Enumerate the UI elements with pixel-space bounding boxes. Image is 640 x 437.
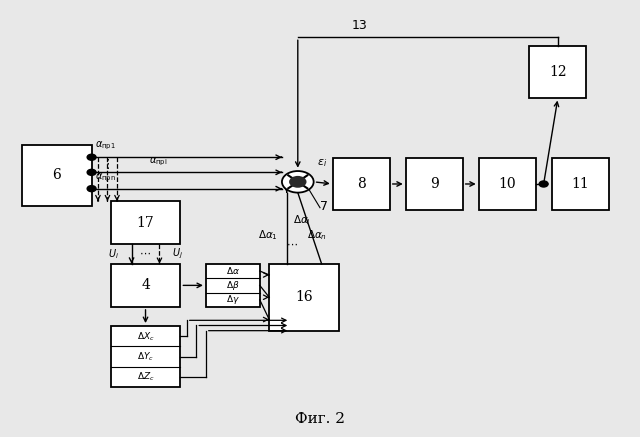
Text: $\Delta\alpha_n$: $\Delta\alpha_n$ [307,228,327,242]
Text: 17: 17 [137,216,154,230]
Text: ⋮: ⋮ [101,158,114,171]
Text: $\Delta Y_c$: $\Delta Y_c$ [137,350,154,363]
Text: $\alpha_{\rmп рn}$: $\alpha_{\rmп рn}$ [95,172,116,184]
Text: $\Delta X_c$: $\Delta X_c$ [137,330,154,343]
Bar [111,201,180,244]
Text: $U_j$: $U_j$ [172,247,183,261]
Circle shape [87,154,96,160]
Bar [22,145,92,205]
Circle shape [87,186,96,192]
Text: 9: 9 [430,177,438,191]
Text: 10: 10 [499,177,516,191]
Bar [111,326,180,387]
Circle shape [282,171,314,193]
Text: $\Delta\gamma$: $\Delta\gamma$ [226,293,240,306]
Bar [111,264,180,307]
Bar [206,264,260,307]
Text: Фиг. 2: Фиг. 2 [295,412,345,426]
Bar [269,264,339,331]
Circle shape [87,169,96,175]
Text: 13: 13 [352,19,367,31]
Text: ⋯: ⋯ [140,249,151,259]
Text: 6: 6 [52,168,61,182]
Bar [406,158,463,210]
Text: 16: 16 [295,290,313,304]
Text: $\Delta\alpha$: $\Delta\alpha$ [226,266,240,277]
Text: $\Delta Z_c$: $\Delta Z_c$ [137,371,154,383]
Text: $\Delta\beta$: $\Delta\beta$ [226,279,239,292]
Text: $\Delta\alpha_i$: $\Delta\alpha_i$ [293,213,311,227]
Bar [333,158,390,210]
Text: $U_i$: $U_i$ [108,247,119,261]
Bar [479,158,536,210]
Circle shape [540,181,548,187]
Text: $\varepsilon_i$: $\varepsilon_i$ [317,157,327,169]
Bar [552,158,609,210]
Circle shape [289,176,307,188]
Text: $\alpha_{\rmп р1}$: $\alpha_{\rmп р1}$ [95,140,116,152]
Text: 8: 8 [357,177,365,191]
Text: 4: 4 [141,278,150,292]
Bar [529,46,586,98]
Text: 12: 12 [549,65,567,79]
Text: 11: 11 [572,177,589,191]
Text: $\alpha_{\rmп рi}$: $\alpha_{\rmп рi}$ [148,156,167,168]
Text: ⋯: ⋯ [287,239,298,250]
Text: 7: 7 [320,200,328,213]
Text: $\Delta\alpha_1$: $\Delta\alpha_1$ [258,228,278,242]
